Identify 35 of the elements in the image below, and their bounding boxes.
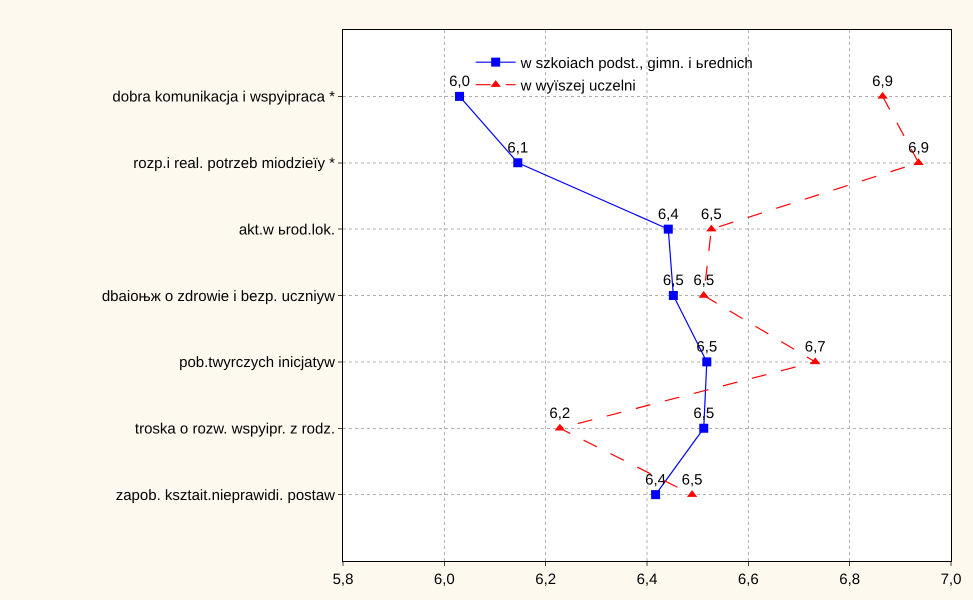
- data-label: 6,5: [682, 471, 703, 488]
- data-label: 6,0: [449, 73, 470, 90]
- y-tick-label: dbaioњж o zdrowie i bezp. uczniyw: [102, 288, 336, 305]
- data-label: 6,4: [658, 206, 679, 223]
- point: [702, 357, 712, 366]
- point: [513, 158, 522, 168]
- point: [651, 490, 660, 500]
- point: [810, 357, 820, 364]
- x-tick-label: 5,8: [332, 571, 354, 588]
- x-tick-label: 6,0: [434, 571, 455, 588]
- data-label: 6,4: [645, 471, 666, 488]
- y-tick-label: akt.w ьrod.lok.: [238, 221, 335, 238]
- data-label: 6,9: [908, 139, 929, 156]
- x-tick-label: 6,8: [839, 571, 860, 588]
- legend-label: w wyïszej uczelni: [520, 78, 636, 95]
- data-label: 6,5: [693, 272, 714, 290]
- x-tick-label: 6,4: [636, 571, 658, 588]
- data-label: 6,1: [507, 139, 528, 156]
- y-tick-label: troska o rozw. wspyipr. z rodz.: [134, 420, 335, 438]
- point: [699, 424, 708, 433]
- y-tick-label: rozp.i real. potrzeb miodzieïy *: [133, 155, 336, 172]
- y-tick-label: pob.twyrczych inicjatyw: [179, 354, 336, 372]
- point: [455, 92, 464, 101]
- data-label: 6,7: [804, 338, 826, 356]
- y-tick-label: zapob. ksztait.nieprawidi. postaw: [116, 486, 336, 504]
- point: [668, 291, 678, 300]
- data-label: 6,2: [549, 404, 570, 422]
- legend-label: w szkoiach podst., gimn. i ьrednich: [520, 55, 753, 72]
- data-label: 6,9: [872, 73, 894, 90]
- y-tick-label: dobra komunikacja i wspyipraca *: [112, 88, 336, 106]
- x-tick-label: 6,6: [738, 571, 759, 588]
- x-tick-label: 7,0: [940, 571, 962, 588]
- point: [664, 224, 673, 234]
- data-label: 6,5: [700, 206, 722, 223]
- x-tick-label: 6,2: [535, 571, 556, 588]
